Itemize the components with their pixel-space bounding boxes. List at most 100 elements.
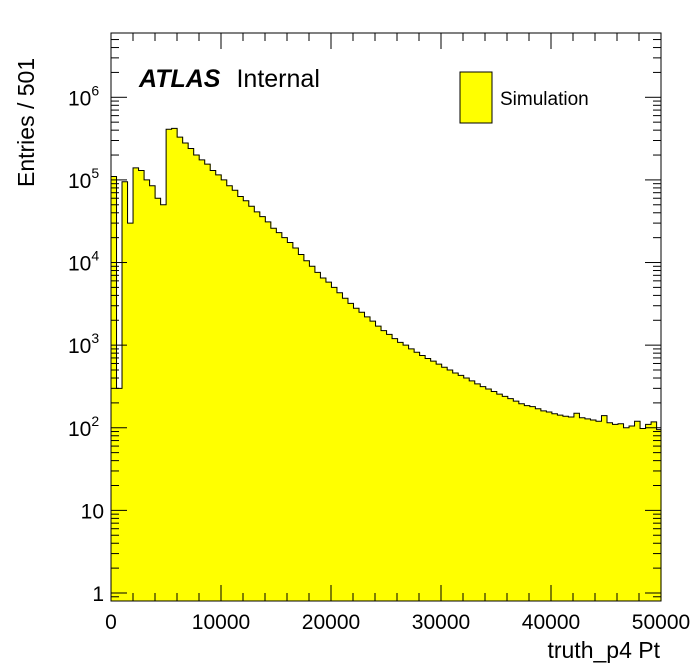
histogram-bin bbox=[243, 200, 250, 601]
histogram-bin bbox=[491, 391, 498, 601]
histogram-bin bbox=[430, 361, 437, 601]
histogram-bin bbox=[193, 155, 200, 601]
histogram-bin bbox=[254, 211, 261, 601]
y-tick-label: 105 bbox=[68, 165, 99, 193]
histogram-bin bbox=[397, 342, 404, 601]
histogram-bin bbox=[149, 185, 156, 601]
histogram-bin bbox=[204, 164, 211, 602]
histogram-bin bbox=[122, 181, 129, 601]
y-tick-label: 106 bbox=[68, 82, 99, 110]
histogram-bin bbox=[474, 383, 481, 601]
x-tick-label: 50000 bbox=[632, 611, 690, 634]
histogram-bin bbox=[568, 416, 575, 601]
histogram-bin bbox=[645, 424, 652, 601]
histogram-bin bbox=[336, 292, 344, 601]
histogram-bin bbox=[199, 159, 206, 601]
histogram-bin bbox=[127, 223, 134, 601]
histogram-bin bbox=[408, 348, 415, 601]
histogram-bin bbox=[573, 413, 581, 601]
histogram-bin bbox=[458, 375, 465, 601]
histogram-bin bbox=[485, 388, 492, 601]
histogram-outline bbox=[110, 127, 662, 601]
histogram-bin bbox=[364, 316, 371, 601]
histogram-bin bbox=[392, 338, 399, 601]
histogram-bin bbox=[287, 242, 294, 601]
histogram-bin bbox=[347, 303, 355, 601]
histogram-bin bbox=[557, 415, 564, 601]
histogram-bin bbox=[414, 352, 421, 601]
histogram-bin bbox=[579, 417, 586, 601]
histogram-bin bbox=[166, 129, 173, 602]
histogram-bin bbox=[463, 378, 470, 601]
histogram-bin bbox=[226, 185, 233, 601]
histogram-bin bbox=[221, 179, 228, 601]
histogram-bin bbox=[210, 170, 217, 601]
histogram-bin bbox=[325, 282, 333, 601]
histogram-bin bbox=[651, 421, 658, 601]
histogram-bin bbox=[331, 287, 338, 601]
y-tick-label: 104 bbox=[68, 248, 99, 276]
histogram-bin bbox=[535, 408, 542, 601]
x-tick-label: 0 bbox=[105, 611, 117, 634]
histogram-bin bbox=[342, 298, 349, 601]
histogram-bin bbox=[370, 321, 377, 601]
histogram-bin bbox=[386, 334, 393, 601]
histogram-bin bbox=[320, 277, 327, 601]
histogram-bin bbox=[298, 254, 305, 601]
x-tick-labels: 0 10000 20000 30000 40000 50000 bbox=[105, 611, 690, 634]
y-tick-labels: 1 10 102 103 104 105 106 bbox=[68, 82, 104, 606]
axis-ticks bbox=[110, 32, 662, 601]
histogram-bin bbox=[507, 398, 514, 601]
histogram-bin bbox=[138, 170, 145, 601]
histogram-bars bbox=[111, 128, 662, 602]
histogram-bin bbox=[601, 415, 608, 601]
histogram-bin bbox=[303, 260, 310, 601]
histogram-bin bbox=[590, 420, 597, 601]
x-tick-label: 20000 bbox=[302, 611, 360, 634]
histogram-bin bbox=[551, 413, 558, 601]
histogram-bin bbox=[116, 388, 123, 601]
histogram-bin bbox=[265, 221, 272, 601]
histogram-bin bbox=[309, 266, 316, 601]
histogram-bin bbox=[381, 330, 388, 601]
histogram-bin bbox=[618, 423, 625, 601]
histogram-bin bbox=[496, 394, 503, 601]
y-tick-label: 1 bbox=[92, 583, 104, 606]
histogram-bin bbox=[182, 142, 189, 601]
histogram-bin bbox=[595, 421, 603, 601]
histogram-bin bbox=[629, 426, 636, 601]
histogram-bin bbox=[155, 198, 162, 601]
histogram-bin bbox=[270, 228, 277, 601]
histogram-bin bbox=[612, 424, 619, 601]
atlas-label: ATLAS Internal bbox=[138, 65, 320, 93]
x-tick-label: 40000 bbox=[522, 611, 580, 634]
histogram-bin bbox=[540, 410, 547, 601]
histogram-bin bbox=[419, 355, 426, 601]
histogram-bin bbox=[441, 367, 448, 601]
histogram-bin bbox=[237, 196, 244, 601]
x-tick-label: 30000 bbox=[412, 611, 470, 634]
histogram-bin bbox=[403, 345, 410, 601]
legend-label-simulation: Simulation bbox=[500, 89, 589, 110]
histogram-bin bbox=[248, 206, 255, 602]
histogram-bin bbox=[160, 204, 167, 601]
x-tick-label: 10000 bbox=[192, 611, 250, 634]
histogram-bin bbox=[546, 412, 553, 601]
histogram-bin bbox=[518, 403, 525, 601]
histogram-bin bbox=[314, 272, 322, 601]
histogram-bin bbox=[281, 237, 288, 601]
histogram-bin bbox=[480, 386, 487, 601]
y-tick-label: 102 bbox=[68, 413, 99, 441]
y-tick-label: 103 bbox=[68, 330, 99, 358]
histogram-bin bbox=[623, 427, 630, 601]
x-axis-title: truth_p4 Pt bbox=[547, 637, 660, 663]
histogram-bin bbox=[259, 216, 266, 601]
histogram-bin bbox=[634, 421, 641, 601]
histogram-bin bbox=[171, 128, 178, 602]
histogram-bin bbox=[232, 190, 239, 601]
histogram-bin bbox=[562, 416, 570, 601]
histogram-bin bbox=[447, 370, 454, 601]
histogram-bin bbox=[452, 373, 459, 601]
histogram-bin bbox=[656, 429, 662, 601]
